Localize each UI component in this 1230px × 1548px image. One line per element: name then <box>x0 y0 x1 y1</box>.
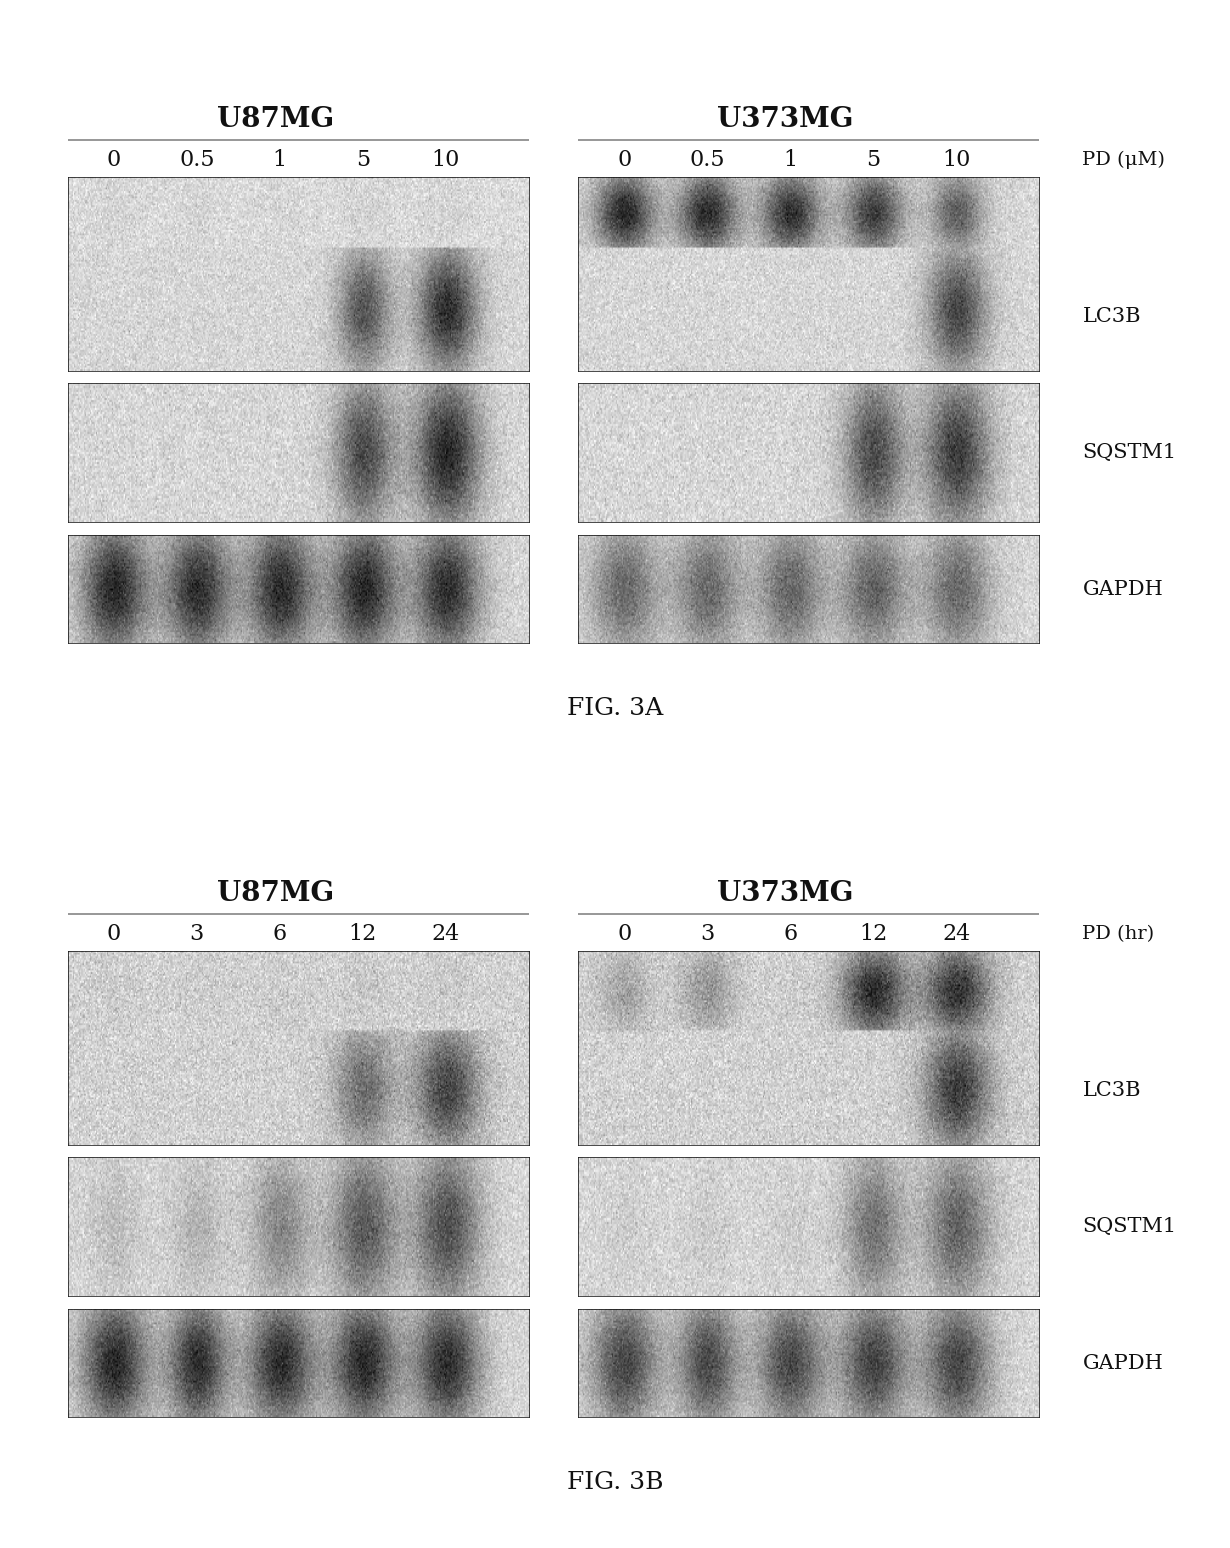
Text: 0: 0 <box>107 149 121 172</box>
Text: 24: 24 <box>942 923 970 946</box>
Text: 1: 1 <box>273 149 287 172</box>
Text: 12: 12 <box>860 923 887 946</box>
Text: SQSTM1: SQSTM1 <box>1082 443 1177 463</box>
Text: FIG. 3B: FIG. 3B <box>567 1472 663 1494</box>
Text: U87MG: U87MG <box>216 879 333 907</box>
Text: 0: 0 <box>617 923 631 946</box>
Text: GAPDH: GAPDH <box>1082 1353 1164 1373</box>
Text: PD (hr): PD (hr) <box>1082 926 1155 943</box>
Text: LC3B: LC3B <box>1082 1081 1141 1101</box>
Text: 3: 3 <box>189 923 204 946</box>
Text: SQSTM1: SQSTM1 <box>1082 1217 1177 1237</box>
Text: 12: 12 <box>349 923 376 946</box>
Text: 10: 10 <box>432 149 460 172</box>
Text: GAPDH: GAPDH <box>1082 579 1164 599</box>
Text: U87MG: U87MG <box>216 105 333 133</box>
Text: 6: 6 <box>273 923 287 946</box>
Text: 10: 10 <box>942 149 970 172</box>
Text: U373MG: U373MG <box>717 879 854 907</box>
Text: U373MG: U373MG <box>717 105 854 133</box>
Text: 0: 0 <box>617 149 631 172</box>
Text: LC3B: LC3B <box>1082 307 1141 327</box>
Text: 0: 0 <box>107 923 121 946</box>
Text: 6: 6 <box>784 923 797 946</box>
Text: PD (μM): PD (μM) <box>1082 152 1165 169</box>
Text: 1: 1 <box>784 149 797 172</box>
Text: 24: 24 <box>432 923 460 946</box>
Text: 0.5: 0.5 <box>690 149 724 172</box>
Text: 5: 5 <box>355 149 370 172</box>
Text: FIG. 3A: FIG. 3A <box>567 697 663 720</box>
Text: 5: 5 <box>866 149 881 172</box>
Text: 0.5: 0.5 <box>180 149 214 172</box>
Text: 3: 3 <box>700 923 715 946</box>
